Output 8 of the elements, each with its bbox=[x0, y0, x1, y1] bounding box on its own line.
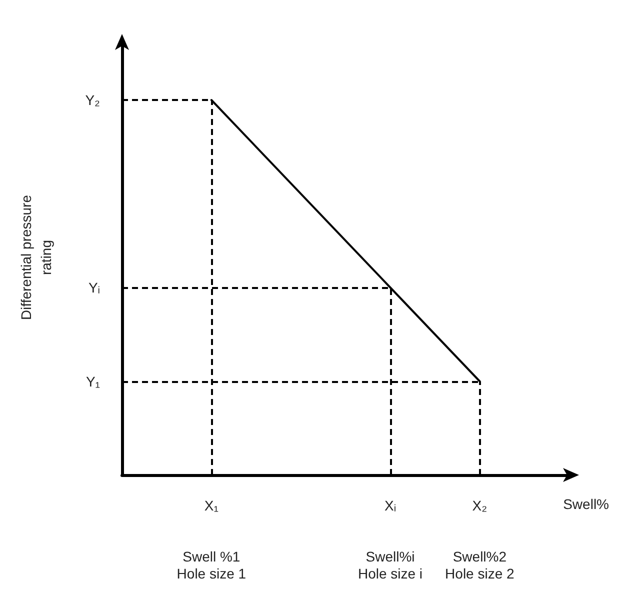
ref-line-label: Y₂ bbox=[85, 92, 100, 108]
category-label: X₁ Swell %1 Hole size 1 bbox=[176, 498, 246, 582]
ref-line-label: Y₁ bbox=[86, 373, 100, 390]
x-axis-title: Swell% bbox=[563, 496, 610, 512]
ref-line-label: Yᵢ bbox=[88, 280, 100, 296]
y-axis-title: Differential pressure rating bbox=[18, 194, 54, 320]
category-label: X₂ Swell%2 Hole size 2 bbox=[445, 498, 514, 582]
category-label: Xᵢ Swell%i Hole size i bbox=[358, 498, 423, 582]
